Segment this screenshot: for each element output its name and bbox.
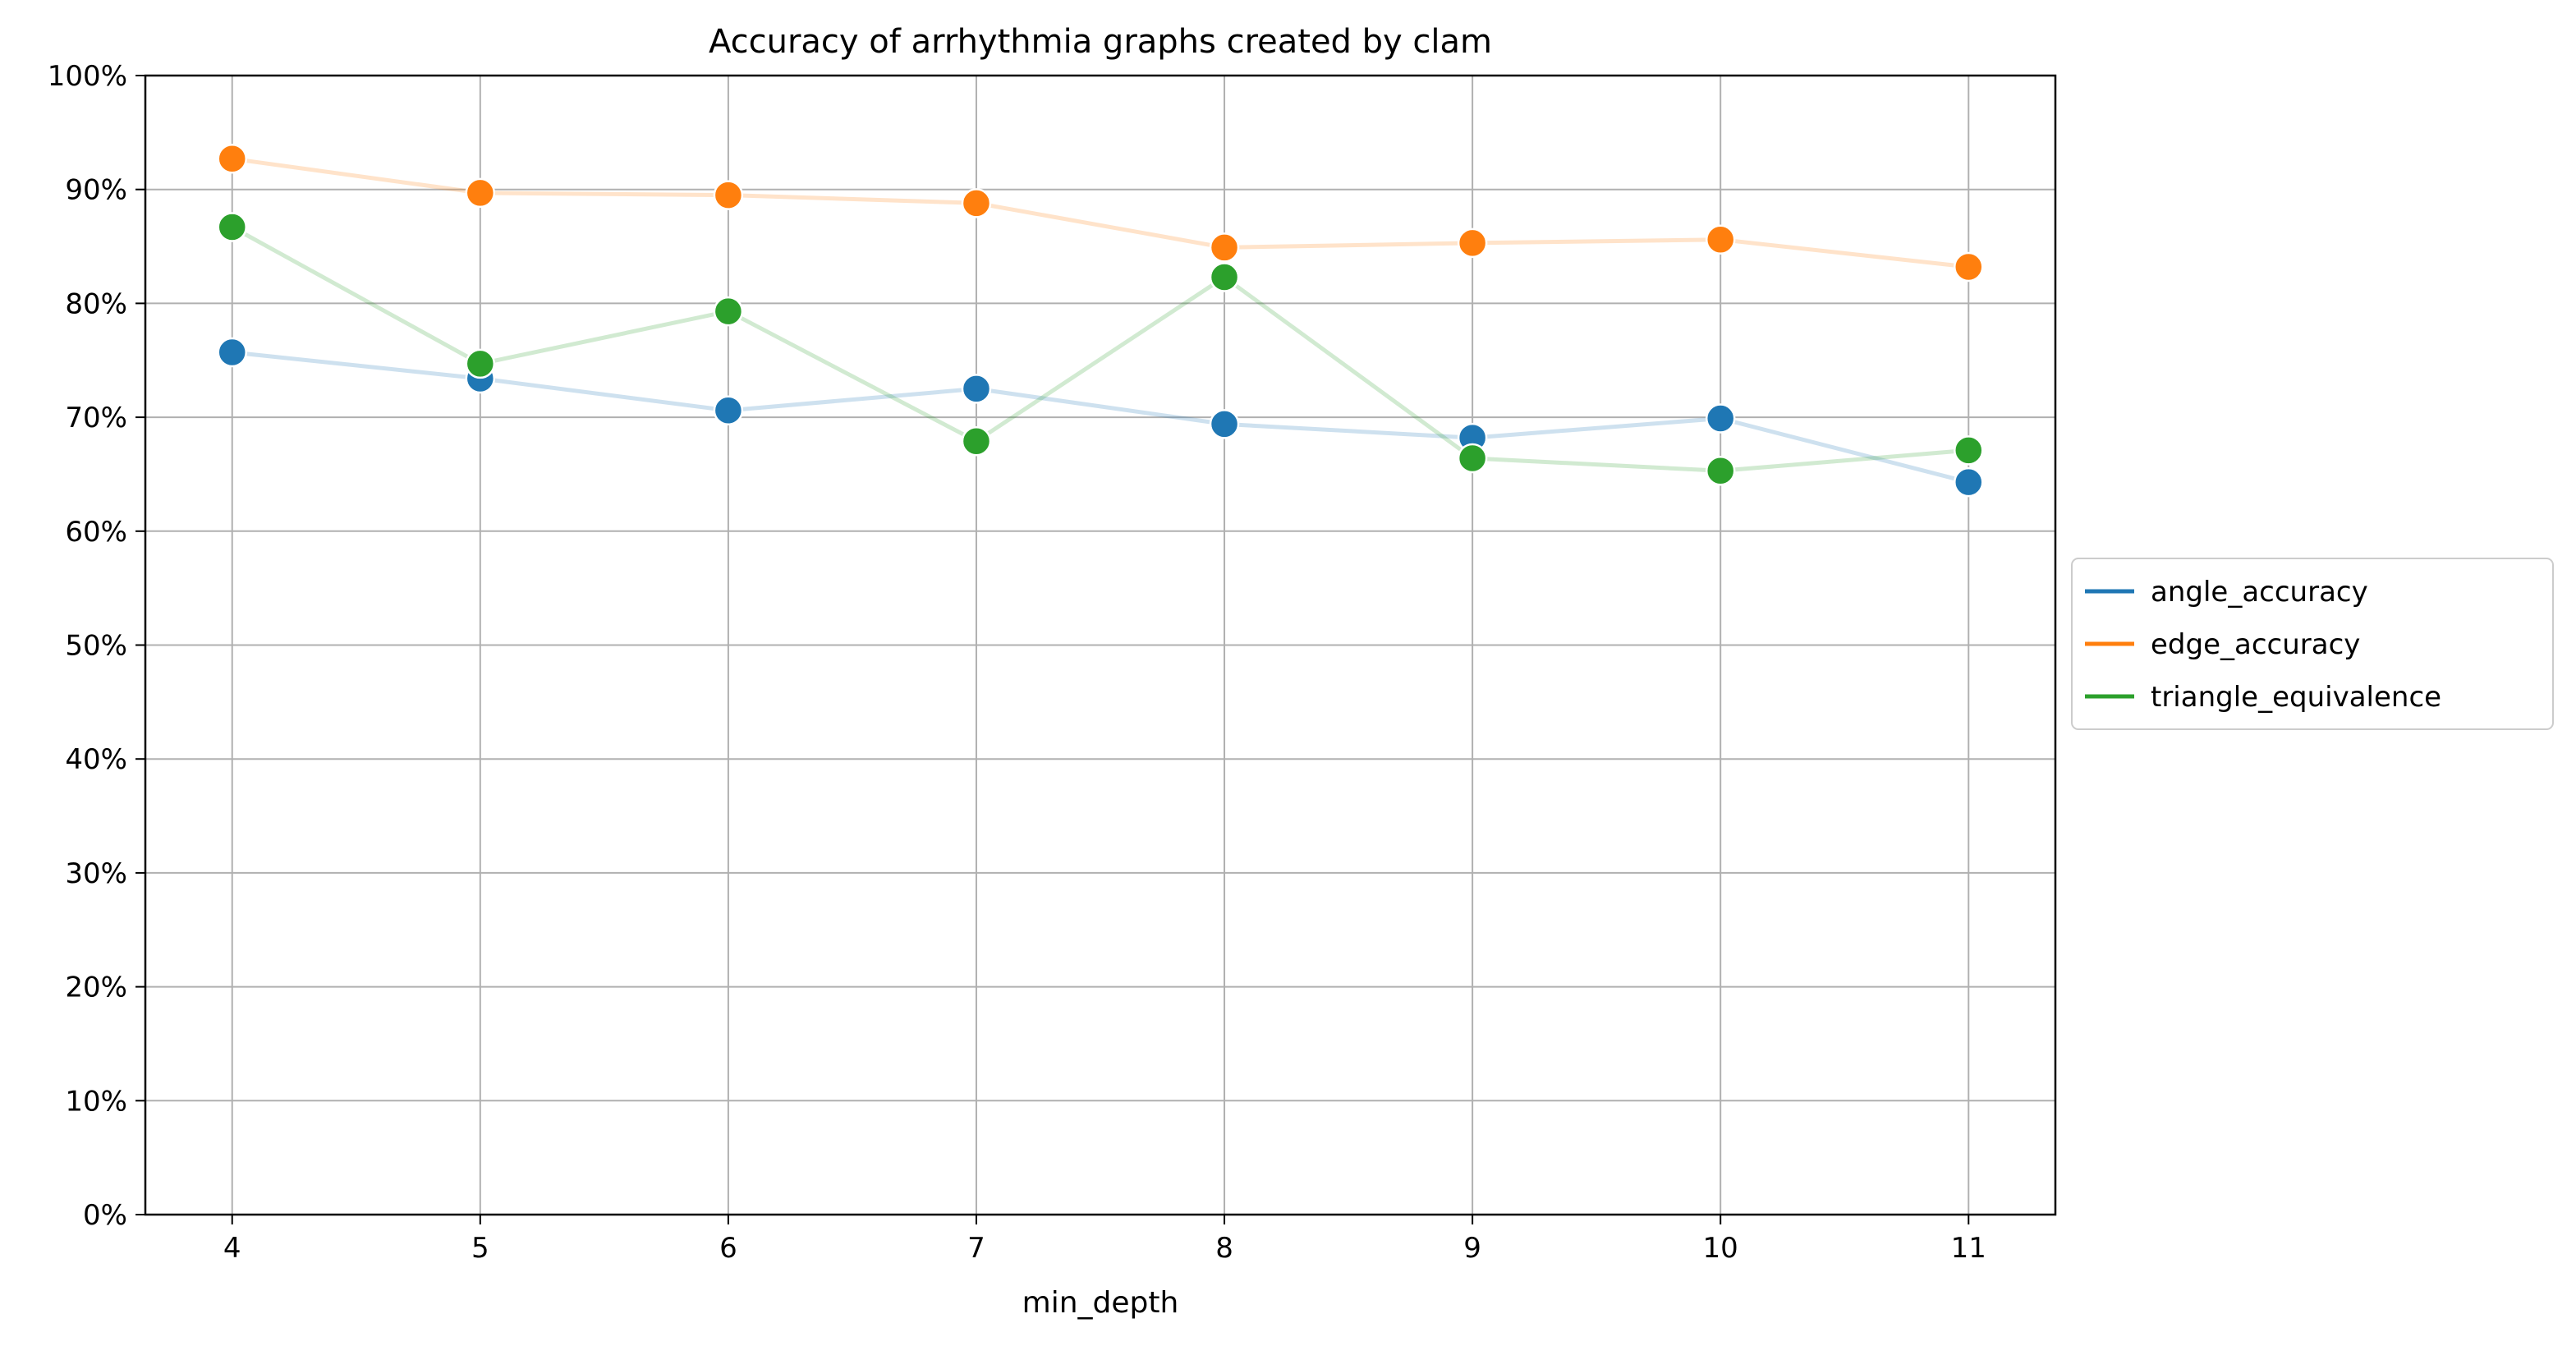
edge_accuracy-point — [961, 188, 992, 218]
y-tick-label: 10% — [65, 1085, 127, 1118]
y-tick-label: 100% — [48, 60, 127, 93]
y-tick-label: 30% — [65, 857, 127, 890]
angle_accuracy-point — [1705, 403, 1736, 434]
y-tick-label: 40% — [65, 743, 127, 776]
series-lines — [231, 156, 1969, 485]
x-tick-label: 5 — [471, 1232, 489, 1265]
edge_accuracy-line — [232, 156, 1969, 269]
edge_accuracy-point — [713, 180, 744, 210]
x-tick-label: 7 — [967, 1232, 985, 1265]
angle_accuracy-point — [1954, 466, 1984, 498]
legend-label-edge_accuracy: edge_accuracy — [2151, 628, 2360, 661]
y-tick-label: 80% — [65, 287, 127, 320]
x-tick-label: 4 — [223, 1232, 241, 1265]
y-tick-label: 70% — [65, 402, 127, 434]
edge_accuracy-point — [217, 144, 247, 174]
y-tick-label: 90% — [65, 174, 127, 207]
x-axis-label: min_depth — [1022, 1286, 1179, 1320]
triangle_equivalence-point — [465, 348, 496, 379]
legend-label-triangle_equivalence: triangle_equivalence — [2151, 681, 2441, 714]
y-tick-label: 60% — [65, 516, 127, 549]
y-tick-label: 50% — [65, 630, 127, 663]
edge_accuracy-point — [1954, 251, 1984, 283]
x-tick-label: 11 — [1951, 1232, 1986, 1265]
x-tick-label: 8 — [1215, 1232, 1233, 1265]
legend-label-angle_accuracy: angle_accuracy — [2151, 576, 2368, 609]
angle_accuracy-point — [217, 337, 247, 368]
angle_accuracy-point — [1209, 409, 1240, 439]
triangle_equivalence-point — [1954, 435, 1984, 466]
x-tick-label: 6 — [719, 1232, 737, 1265]
triangle_equivalence-point — [217, 212, 247, 242]
series-points — [217, 144, 1984, 498]
legend-box — [2071, 558, 2554, 730]
triangle_equivalence-point — [1705, 456, 1736, 486]
triangle_equivalence-line — [231, 225, 1969, 473]
triangle_equivalence-point — [1209, 262, 1240, 292]
x-tick-label: 10 — [1703, 1232, 1738, 1265]
chart-title: Accuracy of arrhythmia graphs created by… — [709, 23, 1492, 61]
y-tick-label: 0% — [83, 1199, 127, 1232]
edge_accuracy-point — [1209, 232, 1240, 263]
triangle_equivalence-point — [961, 425, 992, 457]
angle_accuracy-point — [961, 374, 992, 404]
edge_accuracy-point — [1705, 224, 1736, 255]
legend: angle_accuracy edge_accuracy triangle_equi… — [2071, 558, 2554, 730]
triangle_equivalence-point — [1457, 443, 1488, 474]
edge_accuracy-point — [465, 177, 496, 209]
triangle_equivalence-point — [713, 296, 744, 327]
y-tick-label: 20% — [65, 972, 127, 1004]
edge_accuracy-point — [1457, 227, 1488, 259]
axis-ticks: 0% 10% 20% 30% 40% 50% 60% 70% 80% 90% 100% 4 5 6 7 8 9 1… — [48, 60, 1986, 1265]
angle_accuracy-line — [232, 350, 1969, 485]
x-tick-label: 9 — [1463, 1232, 1481, 1265]
angle_accuracy-point — [713, 395, 744, 426]
